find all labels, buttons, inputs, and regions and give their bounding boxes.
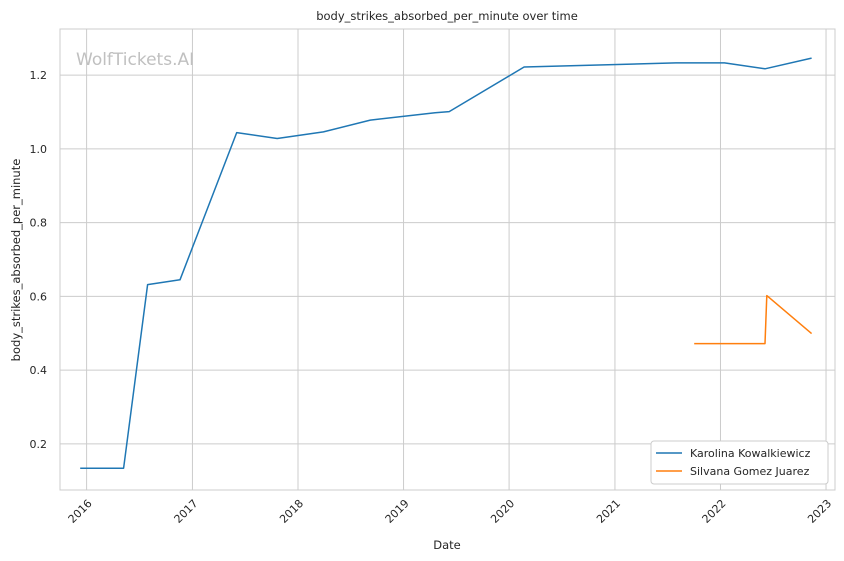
grid (60, 29, 835, 490)
legend-label-silvana-gomez-juarez: Silvana Gomez Juarez (690, 465, 810, 478)
x-tick-label: 2016 (66, 497, 95, 526)
y-tick-label: 0.8 (30, 217, 48, 230)
x-tick-label: 2021 (594, 497, 623, 526)
y-tick-label: 1.2 (30, 69, 48, 82)
chart-title: body_strikes_absorbed_per_minute over ti… (316, 9, 578, 23)
watermark-text: WolfTickets.AI (76, 50, 194, 70)
y-tick-labels: 0.2 0.4 0.6 0.8 1.0 1.2 (30, 69, 48, 451)
legend-label-karolina-kowalkiewicz: Karolina Kowalkiewicz (690, 447, 811, 460)
series-line-silvana-gomez-juarez (694, 294, 813, 345)
plot-frame (59, 28, 836, 491)
y-axis-title: body_strikes_absorbed_per_minute (9, 159, 23, 362)
x-tick-labels: 2016 2017 2018 2019 2020 2021 2022 2023 (66, 497, 834, 526)
y-tick-label: 0.4 (30, 364, 48, 377)
x-tick-label: 2022 (700, 497, 729, 526)
plot-area (60, 29, 835, 490)
series-lines (80, 57, 813, 469)
legend-box (650, 440, 829, 485)
x-tick-label: 2023 (805, 497, 834, 526)
x-tick-label: 2017 (172, 497, 201, 526)
y-tick-label: 0.6 (30, 290, 48, 303)
x-tick-label: 2019 (383, 497, 412, 526)
x-axis-title: Date (433, 538, 461, 552)
series-line-karolina-kowalkiewicz (80, 57, 812, 469)
x-tick-label: 2018 (277, 497, 306, 526)
x-tick-label: 2020 (488, 497, 517, 526)
y-tick-label: 1.0 (30, 143, 48, 156)
y-tick-label: 0.2 (30, 438, 48, 451)
legend: Karolina Kowalkiewicz Silvana Gomez Juar… (650, 440, 829, 485)
